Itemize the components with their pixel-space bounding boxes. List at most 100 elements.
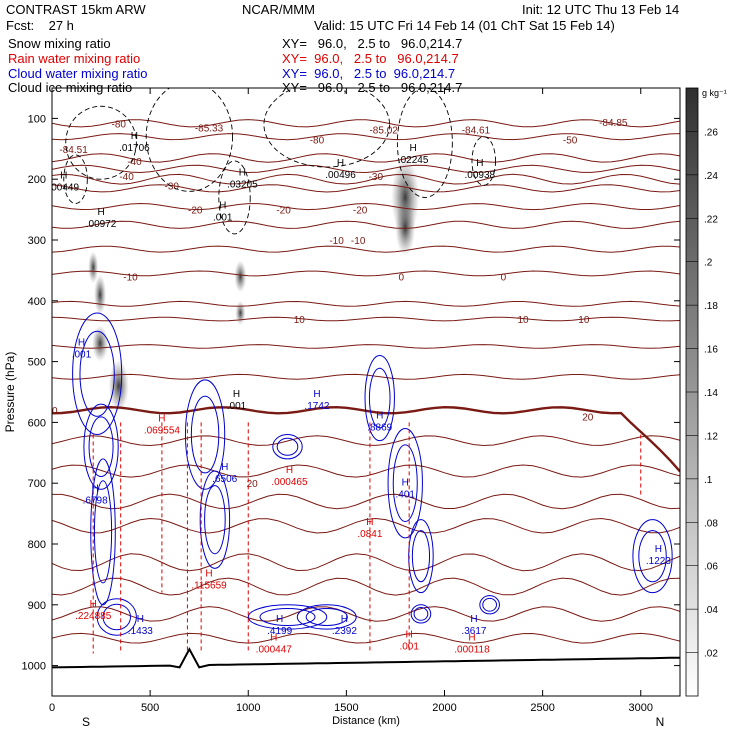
- cloud_water-max-value: .3617: [461, 626, 486, 637]
- cloud-water-contour: [632, 519, 673, 594]
- isotherm: [52, 344, 680, 349]
- cloud_water-max-value: .1742: [304, 401, 329, 412]
- cloud_water-max-value: .6798: [83, 495, 108, 506]
- cloud-water-contour: [96, 598, 137, 636]
- snow-max-symbol: H: [97, 207, 104, 218]
- snow-max-value: .00938: [465, 170, 496, 181]
- x-axis-label: Distance (km): [332, 715, 400, 727]
- y-tick-label: 800: [28, 539, 46, 551]
- isotherm: [52, 133, 680, 141]
- isotherm-label: 0: [399, 272, 405, 283]
- y-axis-label: Pressure (hPa): [3, 352, 17, 433]
- isotherm: [52, 202, 680, 211]
- isotherm-label: -84.85: [599, 118, 628, 129]
- cloud_water-max-value: .1433: [128, 626, 153, 637]
- colorbar-unit: g kg⁻¹: [702, 88, 727, 98]
- cloud_water-max-value: .001: [72, 350, 92, 361]
- cloud-water-contour: [482, 597, 498, 612]
- direction-north: N: [656, 715, 665, 729]
- isotherm: [52, 464, 680, 478]
- rain-max-symbol: H: [158, 414, 165, 425]
- cloud_water-max-symbol: H: [376, 410, 383, 421]
- rain-max-symbol: H: [205, 569, 212, 580]
- isotherm-label: -20: [353, 206, 368, 217]
- snow-contour: [396, 88, 453, 198]
- colorbar-tick-label: .24: [704, 171, 718, 182]
- isotherm-label: -85.02: [369, 125, 398, 136]
- plot-frame: [51, 87, 681, 697]
- cloud_water-max-value: .401: [396, 489, 416, 500]
- rain-max-value: .0841: [357, 529, 382, 540]
- ice-max-value: .001: [227, 401, 247, 412]
- snow-max-symbol: H: [476, 158, 483, 169]
- isotherm-label: -40: [127, 157, 142, 168]
- y-tick-label: 900: [28, 600, 46, 612]
- isotherm-label: 20: [247, 479, 259, 490]
- field-rain-xy: XY= 96.0, 2.5 to 96.0,214.7: [282, 51, 459, 66]
- cloud_water-max-symbol: H: [470, 614, 477, 625]
- isotherm-label: 0: [501, 272, 507, 283]
- snow-max-value: .01706: [119, 143, 150, 154]
- cloud-water-contour: [364, 355, 395, 442]
- x-tick-label: 500: [141, 702, 159, 714]
- isotherm: [52, 164, 680, 174]
- cloud-water-contour: [184, 379, 226, 490]
- x-tick-label: 3000: [629, 702, 653, 714]
- snow-contour: [63, 154, 88, 204]
- cloud_water-max-symbol: H: [341, 614, 348, 625]
- rain-max-symbol: H: [270, 632, 277, 643]
- isotherm-label: 10: [294, 315, 306, 326]
- colorbar-tick-label: .2: [704, 258, 713, 269]
- cloud-water-contour: [276, 437, 299, 456]
- isotherm: [52, 184, 680, 193]
- ice-shading: [108, 359, 129, 412]
- snow-contour: [263, 88, 390, 168]
- isotherm-label: -20: [188, 206, 203, 217]
- isotherm-label: -84.61: [462, 125, 491, 136]
- colorbar-tick-label: .1: [704, 475, 713, 486]
- snow-max-value: .001: [213, 213, 233, 224]
- isotherm: [52, 316, 680, 322]
- cloud-water-contour: [199, 470, 231, 569]
- cloud-water-contour: [411, 530, 431, 583]
- ice-shading: [92, 325, 109, 362]
- cloud-water-contour: [102, 603, 131, 631]
- snow-contour: [471, 136, 496, 186]
- colorbar-tick-label: .08: [704, 518, 718, 529]
- field-snow-name: Snow mixing ratio: [8, 36, 111, 51]
- cloud_water-max-symbol: H: [655, 544, 662, 555]
- x-tick-label: 1500: [334, 702, 358, 714]
- y-tick-label: 700: [28, 478, 46, 490]
- x-tick-label: 2500: [530, 702, 554, 714]
- rain-max-symbol: H: [286, 465, 293, 476]
- cloud_water-max-symbol: H: [276, 614, 283, 625]
- cloud_water-max-value: .1223: [646, 556, 671, 567]
- cloud_water-max-value: .4199: [267, 626, 292, 637]
- x-tick-label: 0: [49, 702, 55, 714]
- cloud-water-contour: [387, 427, 423, 539]
- isotherm-label: 10: [578, 315, 590, 326]
- isotherm: [52, 435, 680, 447]
- snow-max-symbol: H: [219, 201, 226, 212]
- isotherm-label: 10: [517, 315, 529, 326]
- isotherm: [52, 373, 680, 380]
- isotherm: [52, 553, 680, 572]
- isotherm: [52, 300, 680, 307]
- y-tick-label: 300: [28, 235, 46, 247]
- rain-max-symbol: H: [406, 629, 413, 640]
- isotherm: [52, 606, 680, 622]
- y-tick-label: 1000: [22, 661, 46, 673]
- isotherm-label: -30: [369, 172, 384, 183]
- isotherm-label: -10: [123, 272, 138, 283]
- colorbar-tick-label: .12: [704, 431, 718, 442]
- colorbar-tick-label: .04: [704, 605, 718, 616]
- rain-max-symbol: H: [366, 517, 373, 528]
- field-cloudwater-name: Cloud water mixing ratio: [8, 66, 148, 81]
- cloud-water-contour: [190, 395, 220, 474]
- rain-max-symbol: H: [468, 632, 475, 643]
- ice-shading: [235, 300, 246, 325]
- ice-shading: [88, 251, 99, 284]
- snow-max-symbol: H: [409, 143, 416, 154]
